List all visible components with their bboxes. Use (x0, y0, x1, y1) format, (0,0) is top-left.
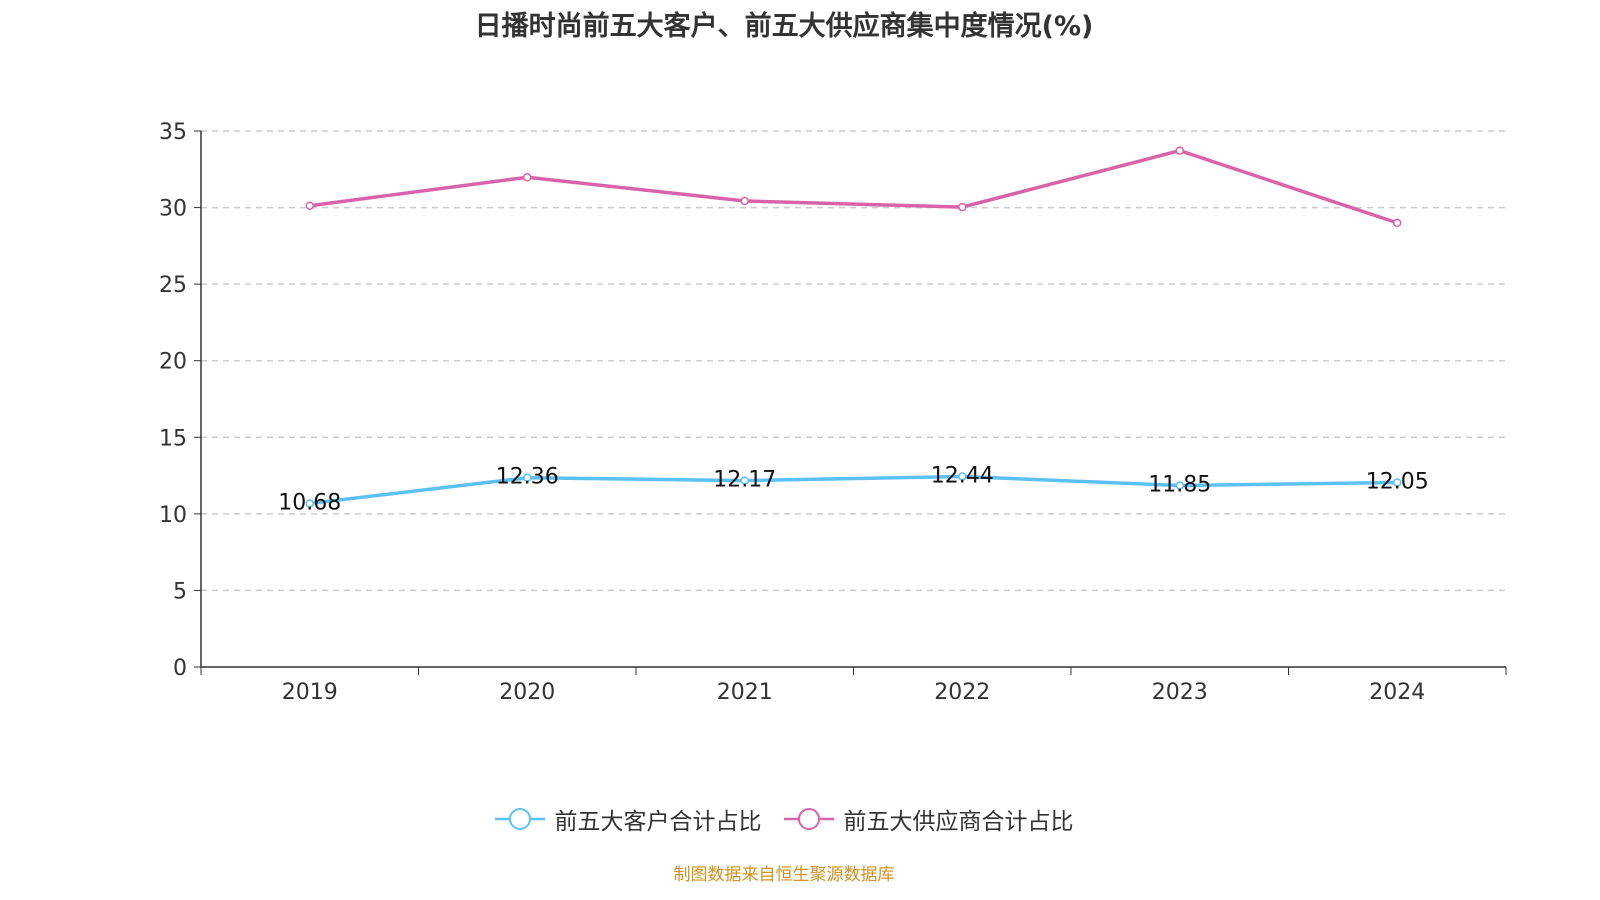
y-tick-label: 25 (159, 273, 187, 298)
data-point (523, 172, 532, 182)
data-point (523, 473, 532, 482)
chart-title: 日播时尚前五大客户、前五大供应商集中度情况(%) (474, 11, 1094, 42)
x-tick-label: 2019 (282, 680, 338, 705)
legend-label: 前五大供应商合计占比 (843, 809, 1074, 835)
x-tick-label: 2024 (1369, 680, 1425, 705)
legend-marker-icon (783, 808, 834, 830)
y-tick-label: 10 (159, 503, 187, 528)
y-tick-label: 30 (159, 197, 187, 222)
data-point (305, 499, 314, 508)
source-note: 制图数据来自恒生聚源数据库 (673, 865, 895, 885)
x-tick-label: 2022 (934, 680, 990, 705)
series-line-1 (309, 148, 1398, 225)
series-line-0 (309, 474, 1398, 506)
data-label: 10.68 (278, 490, 341, 515)
legend-item[interactable]: 前五大供应商合计占比 (783, 802, 1074, 836)
y-tick-label: 35 (159, 120, 187, 145)
data-label: 12.36 (496, 465, 559, 490)
data-point (1393, 478, 1402, 487)
data-label: 12.44 (931, 463, 994, 488)
data-point (740, 196, 749, 206)
y-tick-label: 0 (173, 656, 187, 681)
legend: 前五大客户合计占比 前五大供应商合计占比 (0, 802, 1568, 836)
legend-label: 前五大客户合计占比 (554, 809, 762, 835)
x-tick-label: 2020 (499, 680, 555, 705)
data-point (305, 201, 314, 210)
data-point (1175, 146, 1184, 155)
data-point (958, 202, 967, 212)
y-tick-label: 15 (159, 426, 187, 451)
data-point (1175, 481, 1184, 490)
data-label: 12.17 (713, 468, 776, 493)
y-tick-label: 5 (173, 579, 187, 604)
data-label: 11.85 (1148, 473, 1211, 498)
data-label: 12.05 (1366, 469, 1429, 494)
data-point (958, 472, 967, 481)
x-tick-label: 2021 (717, 680, 773, 705)
legend-item[interactable]: 前五大客户合计占比 (494, 802, 762, 836)
legend-marker-icon (494, 808, 545, 830)
y-tick-label: 20 (159, 350, 187, 375)
x-tick-label: 2023 (1152, 680, 1208, 705)
data-point (740, 476, 749, 485)
data-point (1393, 218, 1402, 228)
